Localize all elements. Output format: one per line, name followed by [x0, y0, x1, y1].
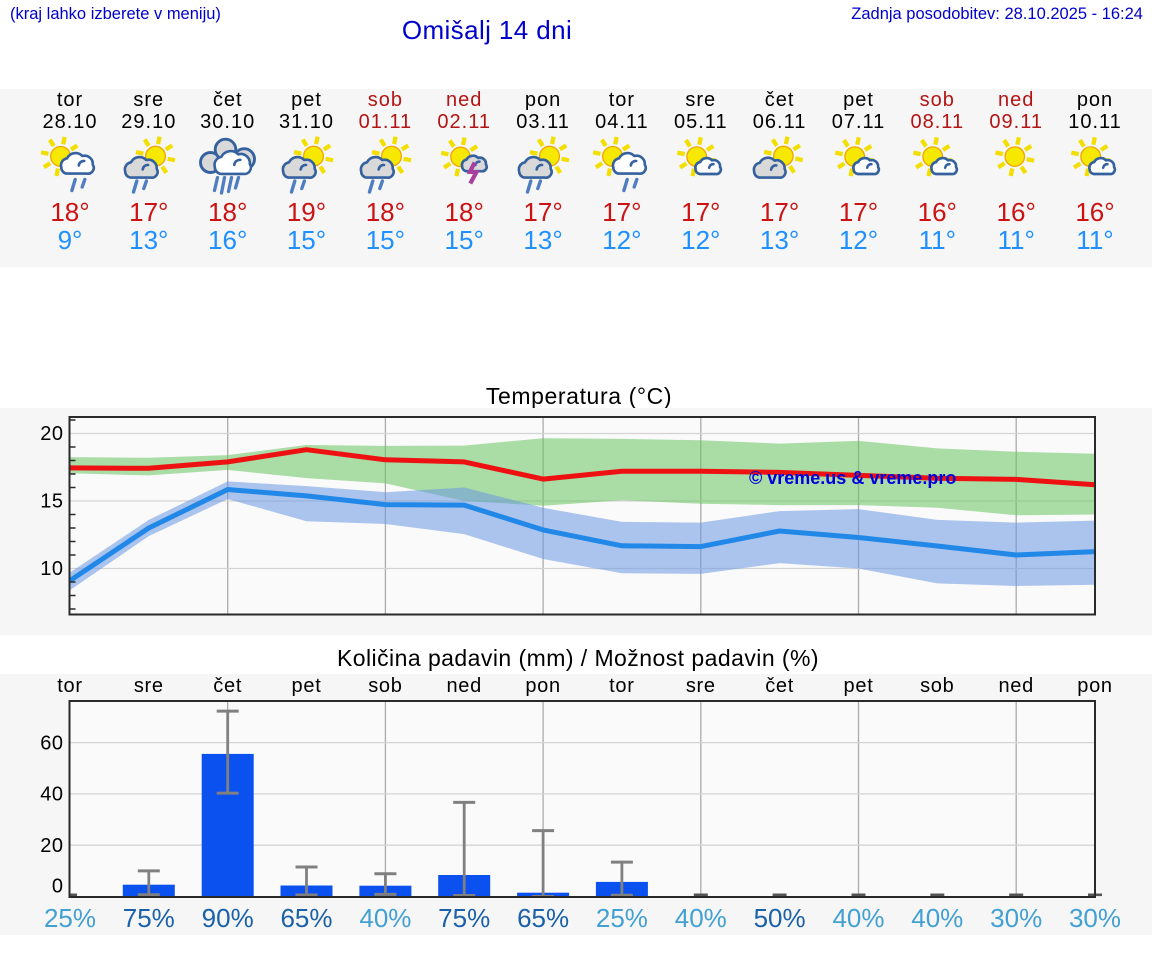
- svg-text:sre: sre: [686, 675, 716, 697]
- svg-text:65%: 65%: [517, 903, 569, 933]
- svg-text:40%: 40%: [359, 903, 411, 933]
- svg-text:ned: ned: [446, 675, 481, 697]
- svg-text:25%: 25%: [44, 903, 96, 933]
- svg-text:20: 20: [40, 835, 63, 857]
- svg-text:60: 60: [40, 732, 63, 754]
- svg-text:25%: 25%: [596, 903, 648, 933]
- svg-text:40%: 40%: [832, 903, 884, 933]
- svg-text:0: 0: [52, 875, 64, 897]
- svg-text:tor: tor: [609, 675, 634, 697]
- svg-text:sre: sre: [134, 675, 164, 697]
- svg-text:čet: čet: [765, 675, 794, 697]
- svg-text:75%: 75%: [438, 903, 490, 933]
- svg-text:75%: 75%: [123, 903, 175, 933]
- svg-text:pet: pet: [292, 675, 322, 697]
- svg-text:30%: 30%: [1069, 903, 1121, 933]
- svg-text:40: 40: [40, 784, 63, 806]
- svg-text:ned: ned: [998, 675, 1033, 697]
- svg-text:50%: 50%: [754, 903, 806, 933]
- svg-text:sob: sob: [920, 675, 954, 697]
- svg-text:pet: pet: [844, 675, 874, 697]
- svg-text:90%: 90%: [202, 903, 254, 933]
- svg-text:pon: pon: [1077, 675, 1112, 697]
- svg-text:tor: tor: [57, 675, 82, 697]
- svg-text:30%: 30%: [990, 903, 1042, 933]
- svg-text:15: 15: [40, 491, 63, 513]
- svg-text:© vreme.us & vreme.pro: © vreme.us & vreme.pro: [749, 468, 956, 488]
- svg-text:65%: 65%: [280, 903, 332, 933]
- svg-text:40%: 40%: [675, 903, 727, 933]
- svg-text:sob: sob: [368, 675, 402, 697]
- svg-text:10: 10: [40, 558, 63, 580]
- svg-text:pon: pon: [525, 675, 560, 697]
- svg-text:čet: čet: [213, 675, 242, 697]
- svg-text:20: 20: [40, 423, 63, 445]
- svg-text:40%: 40%: [911, 903, 963, 933]
